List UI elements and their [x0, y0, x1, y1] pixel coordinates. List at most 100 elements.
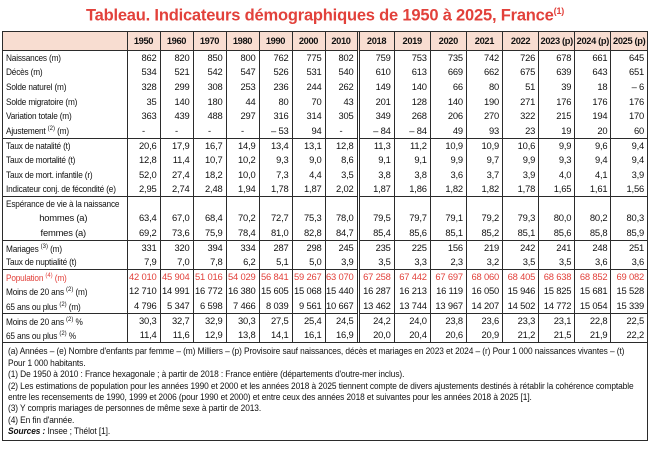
data-cell: 13 744 — [393, 298, 431, 314]
row-label: Ajustement (2) (m) — [6, 125, 69, 137]
data-cell: 85,1 — [501, 225, 539, 241]
data-cell: 4,0 — [538, 167, 575, 182]
data-cell: 531 — [291, 65, 325, 80]
data-cell: 270 — [465, 108, 503, 124]
year-column-header: 1970 — [192, 31, 226, 51]
data-cell: 363 — [126, 108, 160, 124]
data-cell: 7,9 — [126, 254, 160, 270]
footnote-line: (1) De 1950 à 2010 : France hexagonale ;… — [8, 368, 405, 380]
data-cell: 21,2 — [501, 327, 539, 343]
data-cell: 850 — [192, 50, 226, 66]
year-column-header: 2020 — [429, 31, 467, 51]
data-cell: 176 — [574, 94, 611, 109]
table-row: Taux de mortalité (t) 12,8 11,4 10,7 10,2 9,3… — [3, 152, 647, 168]
row-label: Moins de 20 ans (2) (m) — [6, 286, 88, 298]
data-cell: 669 — [429, 65, 467, 80]
data-cell: 16 213 — [393, 284, 431, 299]
footnote-line: (4) En fin d'année. — [8, 413, 75, 425]
data-cell: – 53 — [258, 123, 292, 139]
data-cell: 1,78 — [258, 181, 292, 197]
data-cell: 13 967 — [429, 298, 467, 314]
data-cell: 7,3 — [258, 167, 292, 182]
data-cell: 726 — [501, 50, 539, 66]
label-column-header — [3, 31, 127, 51]
data-cell: 63 070 — [324, 268, 358, 284]
data-cell: 14 207 — [465, 298, 503, 314]
data-cell: 180 — [192, 94, 226, 109]
data-cell — [574, 195, 611, 212]
data-cell: 15 440 — [324, 284, 358, 299]
data-cell: 9 561 — [291, 298, 325, 314]
data-cell: 79,3 — [501, 211, 539, 226]
table-row: Espérance de vie à la naissance — [3, 195, 647, 212]
data-cell: 251 — [610, 239, 647, 255]
data-cell: - — [192, 123, 226, 139]
data-cell: 268 — [393, 108, 431, 124]
data-cell: 9,3 — [538, 152, 575, 168]
data-cell: 17,9 — [159, 137, 193, 153]
data-cell: 22,8 — [574, 312, 611, 328]
data-cell: 27,4 — [159, 167, 193, 182]
data-cell: 21,9 — [574, 327, 611, 343]
data-cell: 1,61 — [574, 181, 611, 197]
data-cell: 742 — [465, 50, 503, 66]
data-cell: 18 — [574, 79, 611, 95]
data-cell: 305 — [324, 108, 358, 124]
data-cell: 9,3 — [258, 152, 292, 168]
data-cell: 5 347 — [159, 298, 193, 314]
data-cell: - — [126, 123, 160, 139]
table-row: Variation totale (m) 363 439 488 297 316 314 30… — [3, 108, 647, 124]
data-cell — [465, 195, 503, 212]
data-cell: 245 — [324, 239, 358, 255]
data-cell: 320 — [159, 239, 193, 255]
table-frame: 1950 1960 1970 1980 1990 2000 2010 2018 2019 2020… — [2, 30, 648, 441]
data-cell: 9,9 — [538, 137, 575, 153]
data-cell: 1,94 — [225, 181, 259, 197]
data-cell: 10,6 — [501, 137, 539, 153]
data-cell: 35 — [126, 94, 160, 109]
data-cell: 13,8 — [225, 327, 259, 343]
data-cell: 775 — [291, 50, 325, 66]
data-cell — [291, 195, 325, 212]
footnote-line: (3) Y compris mariages de personnes de m… — [8, 402, 262, 414]
data-cell: 16 772 — [192, 284, 226, 299]
table-row: Moins de 20 ans (2) % 30,3 32,7 32,9 30,3 27,… — [3, 312, 647, 328]
data-cell: 67 697 — [429, 268, 467, 284]
data-cell: 63,4 — [126, 211, 160, 226]
data-cell: 20,4 — [393, 327, 431, 343]
table-row: Taux de mort. infantile (r) 52,0 27,4 18,2 1… — [3, 167, 647, 182]
year-column-header: 1990 — [258, 31, 292, 51]
table-body: Naissances (m) 862 820 850 800 762 775 802 759 75… — [3, 50, 647, 343]
footnote-ref: (2) — [59, 330, 67, 338]
sources-text: Insee ; Thélot [1]. — [45, 425, 111, 437]
data-cell: 94 — [291, 123, 325, 139]
title-superscript: (1) — [553, 6, 565, 16]
data-cell: 85,4 — [356, 225, 395, 241]
row-label: 65 ans ou plus (2) (m) — [6, 300, 81, 312]
data-cell: 241 — [538, 239, 575, 255]
data-cell: 3,6 — [429, 167, 467, 182]
data-cell: 8 039 — [258, 298, 292, 314]
data-cell: 15 054 — [574, 298, 611, 314]
data-cell: 15 339 — [610, 298, 647, 314]
data-cell: 322 — [501, 108, 539, 124]
data-cell: 75,9 — [192, 225, 226, 241]
data-cell: 68,4 — [192, 211, 226, 226]
data-cell: 526 — [258, 65, 292, 80]
data-cell: 2,3 — [429, 254, 467, 270]
row-label: Solde naturel (m) — [6, 80, 67, 92]
year-column-header: 2021 — [465, 31, 503, 51]
data-cell: 85,6 — [538, 225, 575, 241]
data-cell: 20,9 — [465, 327, 503, 343]
data-cell: 1,82 — [465, 181, 503, 197]
data-cell: 24,0 — [393, 312, 431, 328]
table-row: Solde migratoire (m) 35 140 180 44 80 70 43 201 1… — [3, 94, 647, 109]
year-column-header: 2018 — [356, 31, 395, 51]
data-cell: 3,5 — [324, 167, 358, 182]
data-cell: 85,9 — [610, 225, 647, 241]
data-cell: 219 — [465, 239, 503, 255]
table-row: Indicateur conj. de fécondité (e) 2,95 2,7… — [3, 181, 647, 197]
data-cell — [501, 195, 539, 212]
data-cell: 70,2 — [225, 211, 259, 226]
data-cell: 66 — [429, 79, 467, 95]
